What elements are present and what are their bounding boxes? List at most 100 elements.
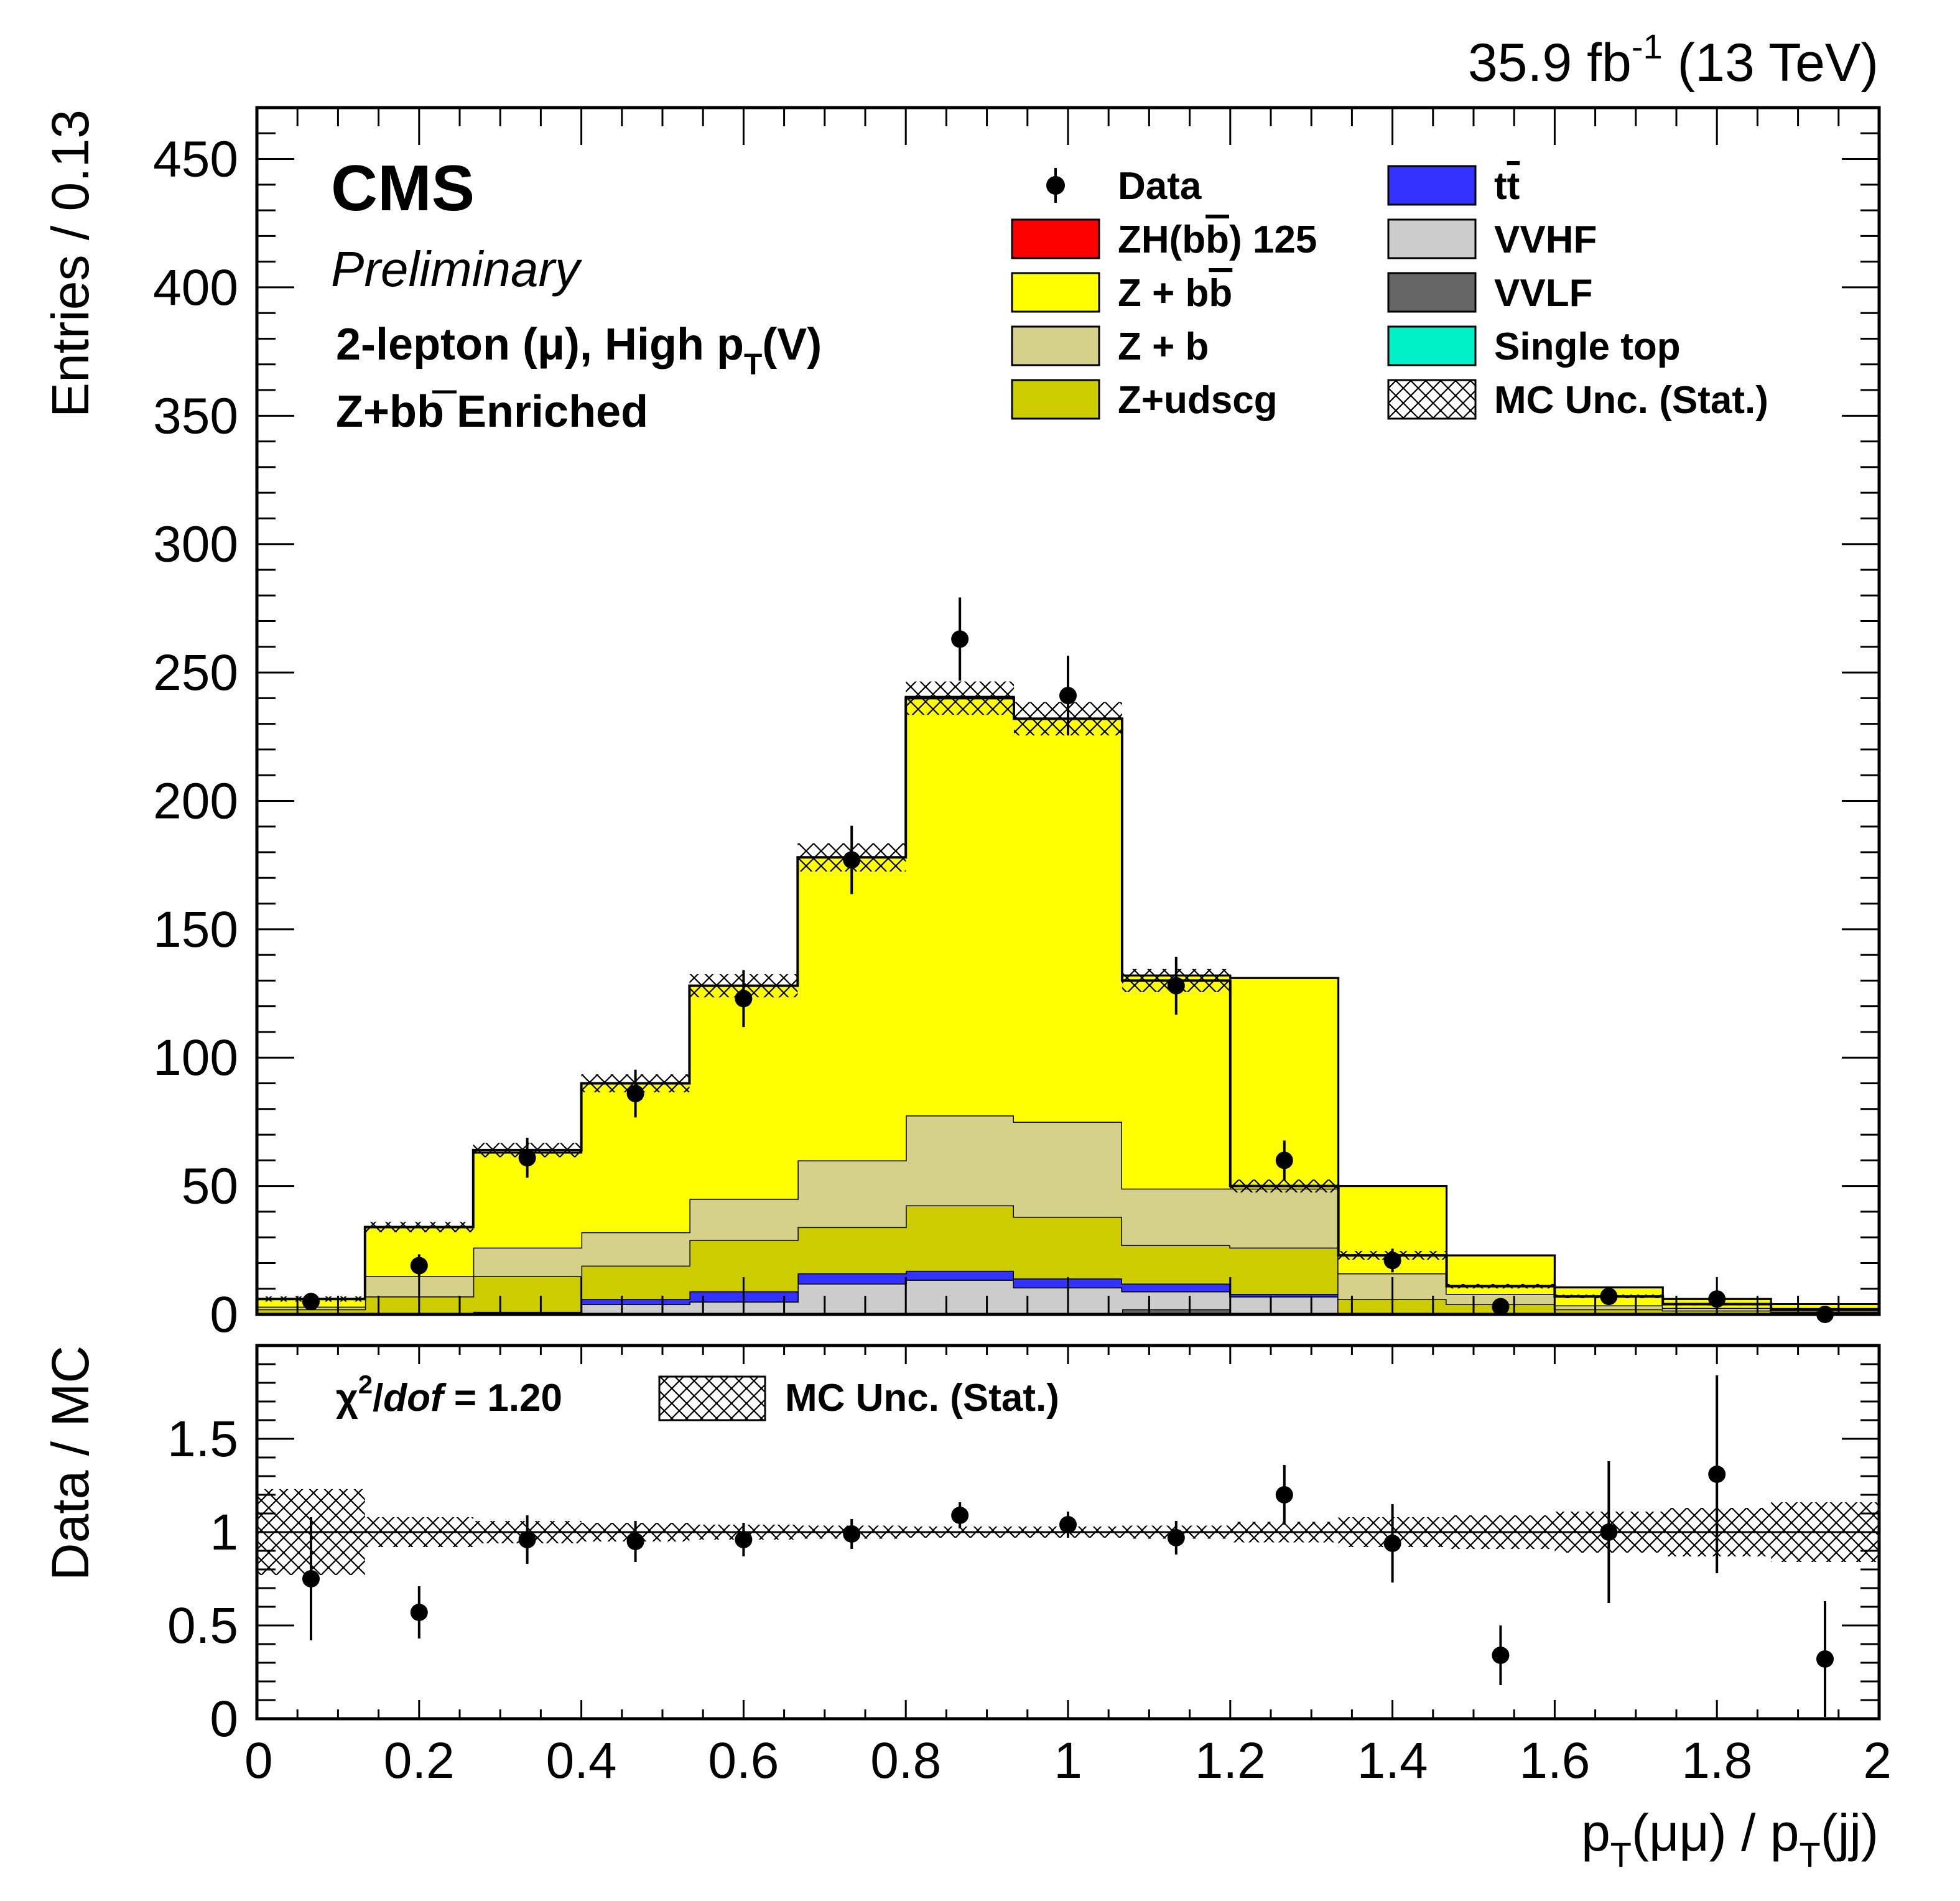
legend-swatch-zh [1011,218,1100,259]
x-tick-label: 2 [1863,1732,1892,1789]
y-tick-label: 250 [153,644,238,701]
x-tick-label: 1.4 [1357,1732,1428,1789]
legend-swatch-tt [1387,165,1477,206]
ratio-y-axis-title: Data / MC [41,1346,100,1581]
data-point [843,851,861,869]
ratio-y-tick-label: 1.5 [167,1411,238,1467]
legend-swatch-singletop [1387,325,1477,366]
mc-unc-bin [906,681,1015,715]
data-point [735,990,753,1008]
main-y-tick-labels: 0 50 100 150 200 250 300 350 400 450 [153,131,238,1343]
data-point [1059,687,1077,705]
ratio-point [1275,1486,1293,1504]
legend-label-vvlf: VVLF [1494,272,1592,315]
main-ticks [256,108,1880,1316]
ratio-y-tick-label: 1 [210,1504,238,1561]
x-tick-label: 1.6 [1519,1732,1590,1789]
legend-label-vvhf: VVHF [1494,218,1597,261]
legend-label-tt: tt [1494,165,1520,208]
data-point [951,630,969,648]
chi2-label: χ2/dof = 1.20 [336,1370,562,1420]
ratio-point [1492,1647,1510,1664]
legend-label-zh: ZH(bb) 125 [1118,218,1317,261]
y-tick-label: 350 [153,388,238,444]
ratio-point [1816,1650,1834,1668]
mc-unc-bin [1230,1179,1339,1192]
ratio-point [302,1570,320,1587]
ratio-legend-mcunc-label: MC Unc. (Stat.) [785,1377,1059,1420]
experiment-label: CMS [331,152,475,225]
mc-unc-bin [365,1222,473,1232]
y-tick-label: 100 [153,1030,238,1086]
lumi-label: 35.9 fb-1 (13 TeV) [1468,27,1879,93]
stack-zb [257,1115,1879,1312]
status-label: Preliminary [331,241,583,297]
ratio-point [1708,1466,1726,1483]
data-point [1600,1288,1618,1306]
legend-swatch-vvhf [1387,218,1477,259]
y-tick-label: 450 [153,131,238,188]
legend-swatch-zb [1011,325,1100,366]
x-tick-label: 0.8 [870,1732,941,1789]
data-point [1275,1151,1293,1169]
ratio-y-tick-label: 0.5 [167,1597,238,1654]
ratio-points [302,1375,1834,1717]
stacked-histogram [257,695,1880,1316]
y-tick-label: 0 [210,1286,238,1343]
x-tick-labels: 0 0.2 0.4 0.6 0.8 1 1.2 1.4 1.6 1.8 2 [244,1732,1892,1789]
region-label: Z+bb Enriched [336,387,648,437]
legend-label-mcunc: MC Unc. (Stat.) [1494,379,1768,422]
legend-data-marker [1046,176,1065,195]
y-tick-label: 50 [182,1158,238,1215]
y-tick-label: 200 [153,773,238,829]
ratio-point [518,1531,536,1548]
ratio-point [735,1531,753,1548]
ratio-panel: 0 0.5 1 1.5 0 0.2 0.4 0.6 0.8 1 1.2 1.4 1.6 1.8 2 Dat… [41,1344,1892,1874]
main-y-axis-title: Entries / 0.13 [41,109,100,417]
data-point [410,1257,428,1275]
x-tick-label: 1 [1054,1732,1082,1789]
x-tick-label: 0.4 [546,1732,617,1789]
data-point [302,1293,320,1311]
x-axis-title: pT(μμ) / pT(jj) [1581,1803,1879,1874]
data-point [518,1149,536,1167]
mc-unc-bin [1446,1283,1555,1289]
ratio-legend-hatch-swatch [658,1375,766,1421]
legend-swatch-zbb [1011,272,1100,313]
ratio-y-tick-label: 0 [210,1691,238,1747]
x-tick-label: 1.2 [1195,1732,1266,1789]
data-point [1167,977,1185,995]
main-panel: 0 50 100 150 200 250 300 350 400 450 Entries / 0.… [41,106,1881,1343]
data-point [1383,1252,1401,1270]
legend-swatch-mcunc [1387,379,1477,420]
legend-swatch-zudscg [1011,379,1100,420]
legend-label-singletop: Single top [1494,325,1681,368]
y-tick-label: 150 [153,901,238,958]
channel-label: 2-lepton (μ), High pT(V) [336,320,822,381]
y-tick-label: 300 [153,516,238,573]
ratio-point [1600,1523,1618,1541]
x-tick-label: 0.6 [708,1732,779,1789]
legend-label-data: Data [1118,165,1202,208]
y-tick-label: 400 [153,259,238,316]
ratio-point [410,1604,428,1621]
x-tick-label: 0.2 [384,1732,455,1789]
data-point [1492,1298,1510,1316]
legend: Data ZH(bb) 125 Z + bb Z + b Z+udscg tt VVHF VV… [1011,165,1768,422]
legend-label-zbb: Z + bb [1118,272,1232,315]
stack-zudscg [257,1205,1879,1314]
x-tick-label: 1.8 [1681,1732,1752,1789]
ratio-point [1167,1529,1185,1546]
ratio-point [843,1525,861,1543]
ratio-y-tick-labels: 0 0.5 1 1.5 [167,1411,238,1747]
ratio-point [1059,1516,1077,1533]
legend-label-zb: Z + b [1118,325,1209,368]
legend-label-zudscg: Z+udscg [1118,379,1278,422]
ratio-point [951,1507,969,1524]
legend-swatch-vvlf [1387,272,1477,313]
x-tick-label: 0 [244,1732,273,1789]
ratio-point [1383,1535,1401,1552]
data-point [626,1085,644,1103]
ratio-point [626,1533,644,1550]
